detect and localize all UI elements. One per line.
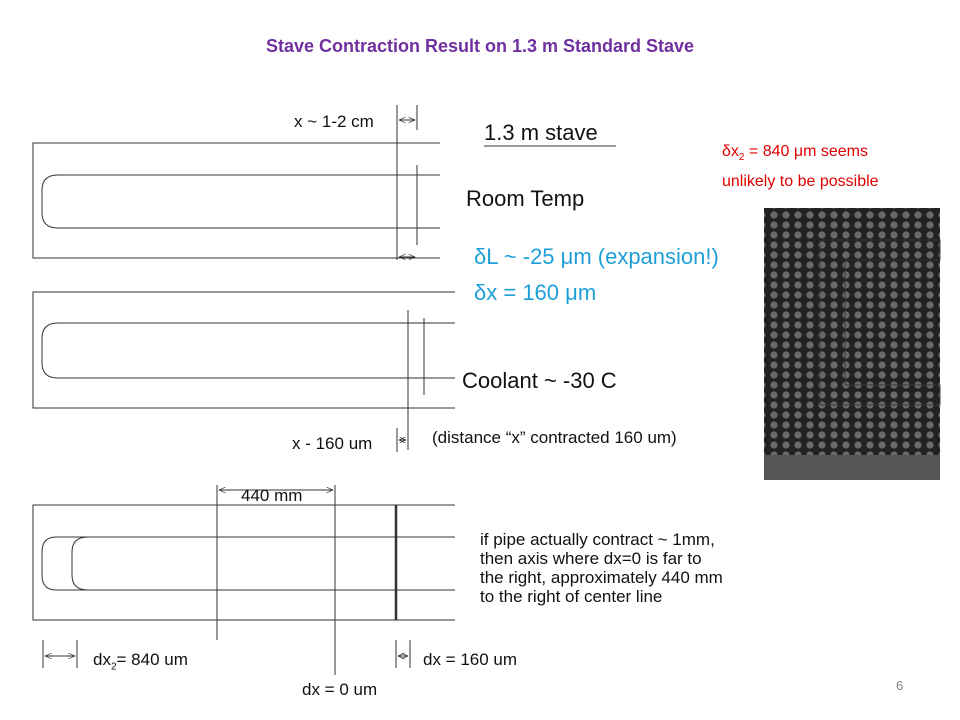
text: = 840 μm seems [744, 143, 868, 160]
line: then axis where dx=0 is far to [480, 549, 702, 568]
text: dx [93, 650, 111, 669]
text: unlikely to be possible [722, 173, 879, 191]
label: dx = 160 um [423, 650, 518, 669]
label: (distance “x” contracted 160 um) [432, 428, 677, 447]
label: Coolant ~ -30 C [462, 368, 617, 393]
title: Stave Contraction Result on 1.3 m Standa… [265, 36, 695, 56]
label: x - 160 um [292, 434, 373, 453]
explanation: if pipe actually contract ~ 1mm, then ax… [480, 530, 723, 606]
label: 1.3 m stave [484, 120, 598, 145]
text: = 840 um [116, 650, 188, 669]
line: the right, approximately 440 mm [480, 568, 723, 587]
label: Room Temp [466, 186, 585, 211]
label: dx2= 840 um [93, 650, 188, 672]
subscript: 2 [738, 152, 745, 164]
text: δx [722, 143, 739, 160]
label: dx = 0 um [302, 680, 378, 699]
line: if pipe actually contract ~ 1mm, [480, 530, 715, 549]
subscript: 2 [110, 661, 117, 673]
photo [764, 208, 940, 480]
note: δx2 = 840 μm seems unlikely to be possib… [722, 140, 879, 194]
line: to the right of center line [480, 587, 663, 606]
label: δx = 160 μm [474, 280, 597, 305]
label: δL ~ -25 μm (expansion!) [474, 244, 719, 269]
page-number: 6 [896, 678, 904, 693]
label: x ~ 1-2 cm [294, 112, 374, 131]
label: 440 mm [241, 486, 303, 505]
